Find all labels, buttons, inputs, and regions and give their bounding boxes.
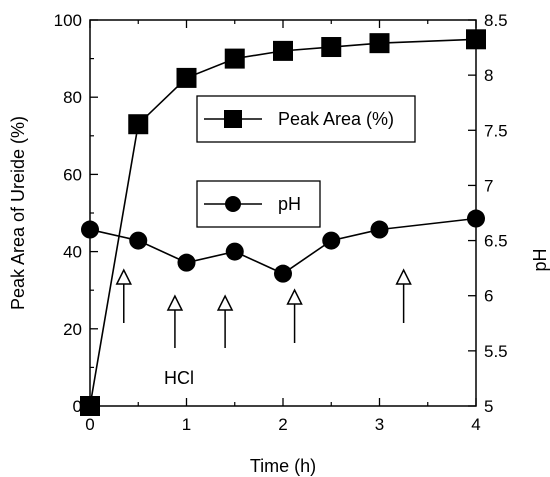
peak-area-point [466, 29, 486, 50]
y-right-tick-label: 5 [484, 397, 493, 416]
x-tick-label: 3 [375, 415, 384, 434]
hcl-arrow-head [166, 294, 184, 311]
ph-point [467, 209, 485, 228]
ph-point [177, 253, 196, 272]
peak-area-point [176, 67, 197, 88]
hcl-arrow-head [286, 288, 303, 305]
y-right-tick-label: 8 [484, 66, 493, 85]
y-right-tick-label: 5.5 [484, 342, 508, 361]
hcl-annotation-label: HCl [164, 368, 194, 388]
y-right-tick-label: 7.5 [484, 121, 508, 140]
hcl-arrow-head [395, 268, 412, 285]
y-axis-right-title: pH [530, 248, 550, 271]
y-left-tick-label: 60 [63, 165, 82, 184]
legend-ph-label: pH [278, 194, 301, 214]
peak-area-point [224, 48, 245, 69]
annotation-layer [115, 268, 412, 348]
ph-point [225, 242, 244, 261]
ph-point [81, 220, 99, 239]
legend-peak-area: Peak Area (%) [196, 95, 416, 143]
x-tick-label: 4 [471, 415, 480, 434]
x-tick-label: 1 [182, 415, 191, 434]
legend-peak-area-label: Peak Area (%) [278, 109, 394, 129]
y-right-tick-label: 7 [484, 176, 493, 195]
hcl-arrow-head [216, 294, 234, 311]
peak-area-point [273, 40, 293, 61]
legend-ph: pH [196, 180, 321, 228]
x-tick-label: 2 [278, 415, 287, 434]
y-right-tick-label: 8.5 [484, 11, 508, 30]
ph-point [322, 231, 341, 250]
y-axis-left-title: Peak Area of Ureide (%) [8, 116, 28, 310]
x-tick-label: 0 [85, 415, 94, 434]
peak-area-point [80, 396, 100, 416]
y-left-tick-label: 100 [54, 11, 82, 30]
legend-ph-marker [225, 196, 241, 212]
ph-point [274, 264, 292, 283]
series-layer [80, 29, 486, 416]
legend-peak-area-marker [224, 110, 242, 128]
peak-area-point [321, 37, 342, 58]
x-axis-title: Time (h) [250, 456, 316, 476]
hcl-arrow-head [115, 268, 132, 285]
y-left-tick-label: 20 [63, 320, 82, 339]
y-right-tick-label: 6.5 [484, 232, 508, 251]
y-left-tick-label: 40 [63, 243, 82, 262]
peak-area-point [369, 33, 390, 54]
ph-point [129, 231, 148, 250]
y-left-tick-label: 80 [63, 88, 82, 107]
ph-point [370, 220, 389, 239]
y-right-tick-label: 6 [484, 287, 493, 306]
peak-area-point [128, 114, 149, 135]
y-left-tick-label: 0 [73, 397, 82, 416]
